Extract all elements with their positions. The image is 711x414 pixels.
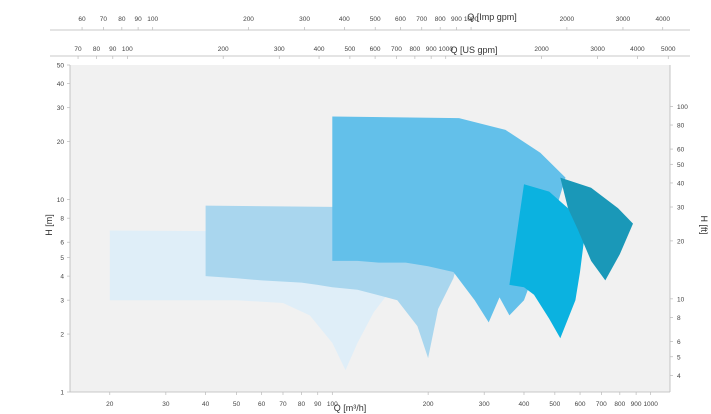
right-tick-label: 50	[677, 162, 685, 169]
right-tick-label: 80	[677, 123, 685, 130]
right-tick-label: 60	[677, 147, 685, 154]
top-us-tick-label: 400	[314, 46, 325, 53]
bottom-tick-label: 300	[479, 401, 490, 408]
bottom-tick-label: 80	[298, 401, 306, 408]
bottom-tick-label: 40	[202, 401, 210, 408]
bottom-tick-label: 400	[519, 401, 530, 408]
right-tick-label: 5	[677, 354, 681, 361]
top-us-tick-label: 4000	[630, 46, 645, 53]
left-tick-label: 1	[60, 390, 64, 397]
top-us-tick-label: 700	[391, 46, 402, 53]
top-imp-tick-label: 200	[243, 16, 254, 23]
top-us-tick-label: 200	[218, 46, 229, 53]
bottom-tick-label: 20	[106, 401, 114, 408]
bottom-tick-label: 30	[162, 401, 170, 408]
top-us-tick-label: 3000	[590, 46, 605, 53]
top-us-tick-label: 90	[109, 46, 117, 53]
top-imp-tick-label: 70	[100, 16, 108, 23]
top-imp-tick-label: 80	[118, 16, 126, 23]
left-tick-label: 50	[57, 63, 65, 70]
top-us-tick-label: 900	[426, 46, 437, 53]
bottom-tick-label: 100	[327, 401, 338, 408]
top-imp-tick-label: 700	[416, 16, 427, 23]
right-tick-label: 20	[677, 238, 685, 245]
top-us-tick-label: 2000	[534, 46, 549, 53]
top-imp-tick-label: 90	[134, 16, 142, 23]
series-layer	[109, 116, 633, 371]
top-us-tick-label: 1000	[438, 46, 453, 53]
right-tick-label: 6	[677, 339, 681, 346]
left-tick-label: 8	[60, 216, 64, 223]
bottom-tick-label: 500	[549, 401, 560, 408]
bottom-axis-ticks: 20 30 40 50 60 70 80 90 100 200 300 400 500 600 700 800…	[106, 392, 658, 408]
bottom-tick-label: 700	[596, 401, 607, 408]
right-tick-label: 30	[677, 205, 685, 212]
top-imp-tick-label: 800	[435, 16, 446, 23]
curve-envelope-5	[560, 177, 633, 281]
right-tick-label: 10	[677, 296, 685, 303]
top-imp-axis-title: Q [Imp gpm]	[467, 12, 517, 22]
left-tick-label: 10	[57, 197, 65, 204]
top-imp-tick-label: 500	[370, 16, 381, 23]
left-tick-label: 40	[57, 81, 65, 88]
left-tick-label: 5	[60, 255, 64, 262]
bottom-tick-label: 600	[575, 401, 586, 408]
right-axis-title: H [ft]	[699, 215, 709, 234]
top-us-axis-ticks: 70 80 90 100 200 300 400 500 600 700 800 900 1000 200…	[74, 46, 676, 59]
top-us-tick-label: 300	[274, 46, 285, 53]
left-axis-title: H [m]	[44, 214, 54, 236]
bottom-tick-label: 200	[423, 401, 434, 408]
curve-envelope-3	[332, 116, 566, 323]
right-tick-label: 4	[677, 373, 681, 380]
bottom-axis-title: Q [m³/h]	[334, 403, 367, 413]
top-us-tick-label: 600	[370, 46, 381, 53]
right-axis-ticks: 4 5 6 8 10 20 30 40 50 60 80 100	[670, 104, 688, 380]
bottom-tick-label: 90	[314, 401, 322, 408]
top-imp-tick-label: 2000	[560, 16, 575, 23]
left-tick-label: 30	[57, 105, 65, 112]
top-imp-tick-label: 900	[451, 16, 462, 23]
right-tick-label: 40	[677, 180, 685, 187]
bottom-tick-label: 50	[233, 401, 241, 408]
left-tick-label: 3	[60, 298, 64, 305]
left-tick-label: 4	[60, 274, 64, 281]
left-axis-ticks: 1 2 3 4 5 6 8 10 20 30 40 50	[57, 63, 70, 397]
left-tick-label: 6	[60, 240, 64, 247]
top-imp-axis-ticks: 60 70 80 90 100 200 300 400 500 600 700 800 900 1000 2…	[78, 16, 670, 30]
left-tick-label: 2	[60, 332, 64, 339]
top-imp-tick-label: 300	[299, 16, 310, 23]
right-tick-label: 8	[677, 315, 681, 322]
curve-envelope-4	[509, 184, 585, 339]
top-imp-tick-label: 60	[78, 16, 86, 23]
top-us-tick-label: 100	[122, 46, 133, 53]
top-imp-tick-label: 400	[339, 16, 350, 23]
left-tick-label: 20	[57, 139, 65, 146]
right-tick-label: 100	[677, 104, 688, 111]
bottom-tick-label: 1000	[643, 401, 658, 408]
top-imp-tick-label: 600	[395, 16, 406, 23]
bottom-tick-label: 900	[631, 401, 642, 408]
top-us-axis-title: Q [US gpm]	[450, 45, 497, 55]
bottom-tick-label: 60	[258, 401, 266, 408]
top-imp-tick-label: 1000	[464, 16, 479, 23]
top-us-tick-label: 500	[344, 46, 355, 53]
top-us-tick-label: 70	[74, 46, 82, 53]
top-us-tick-label: 5000	[661, 46, 676, 53]
top-imp-tick-label: 3000	[616, 16, 631, 23]
top-imp-tick-label: 4000	[655, 16, 670, 23]
top-us-tick-label: 80	[93, 46, 101, 53]
top-us-tick-label: 800	[409, 46, 420, 53]
bottom-tick-label: 800	[614, 401, 625, 408]
top-imp-tick-label: 100	[147, 16, 158, 23]
bottom-tick-label: 70	[279, 401, 287, 408]
